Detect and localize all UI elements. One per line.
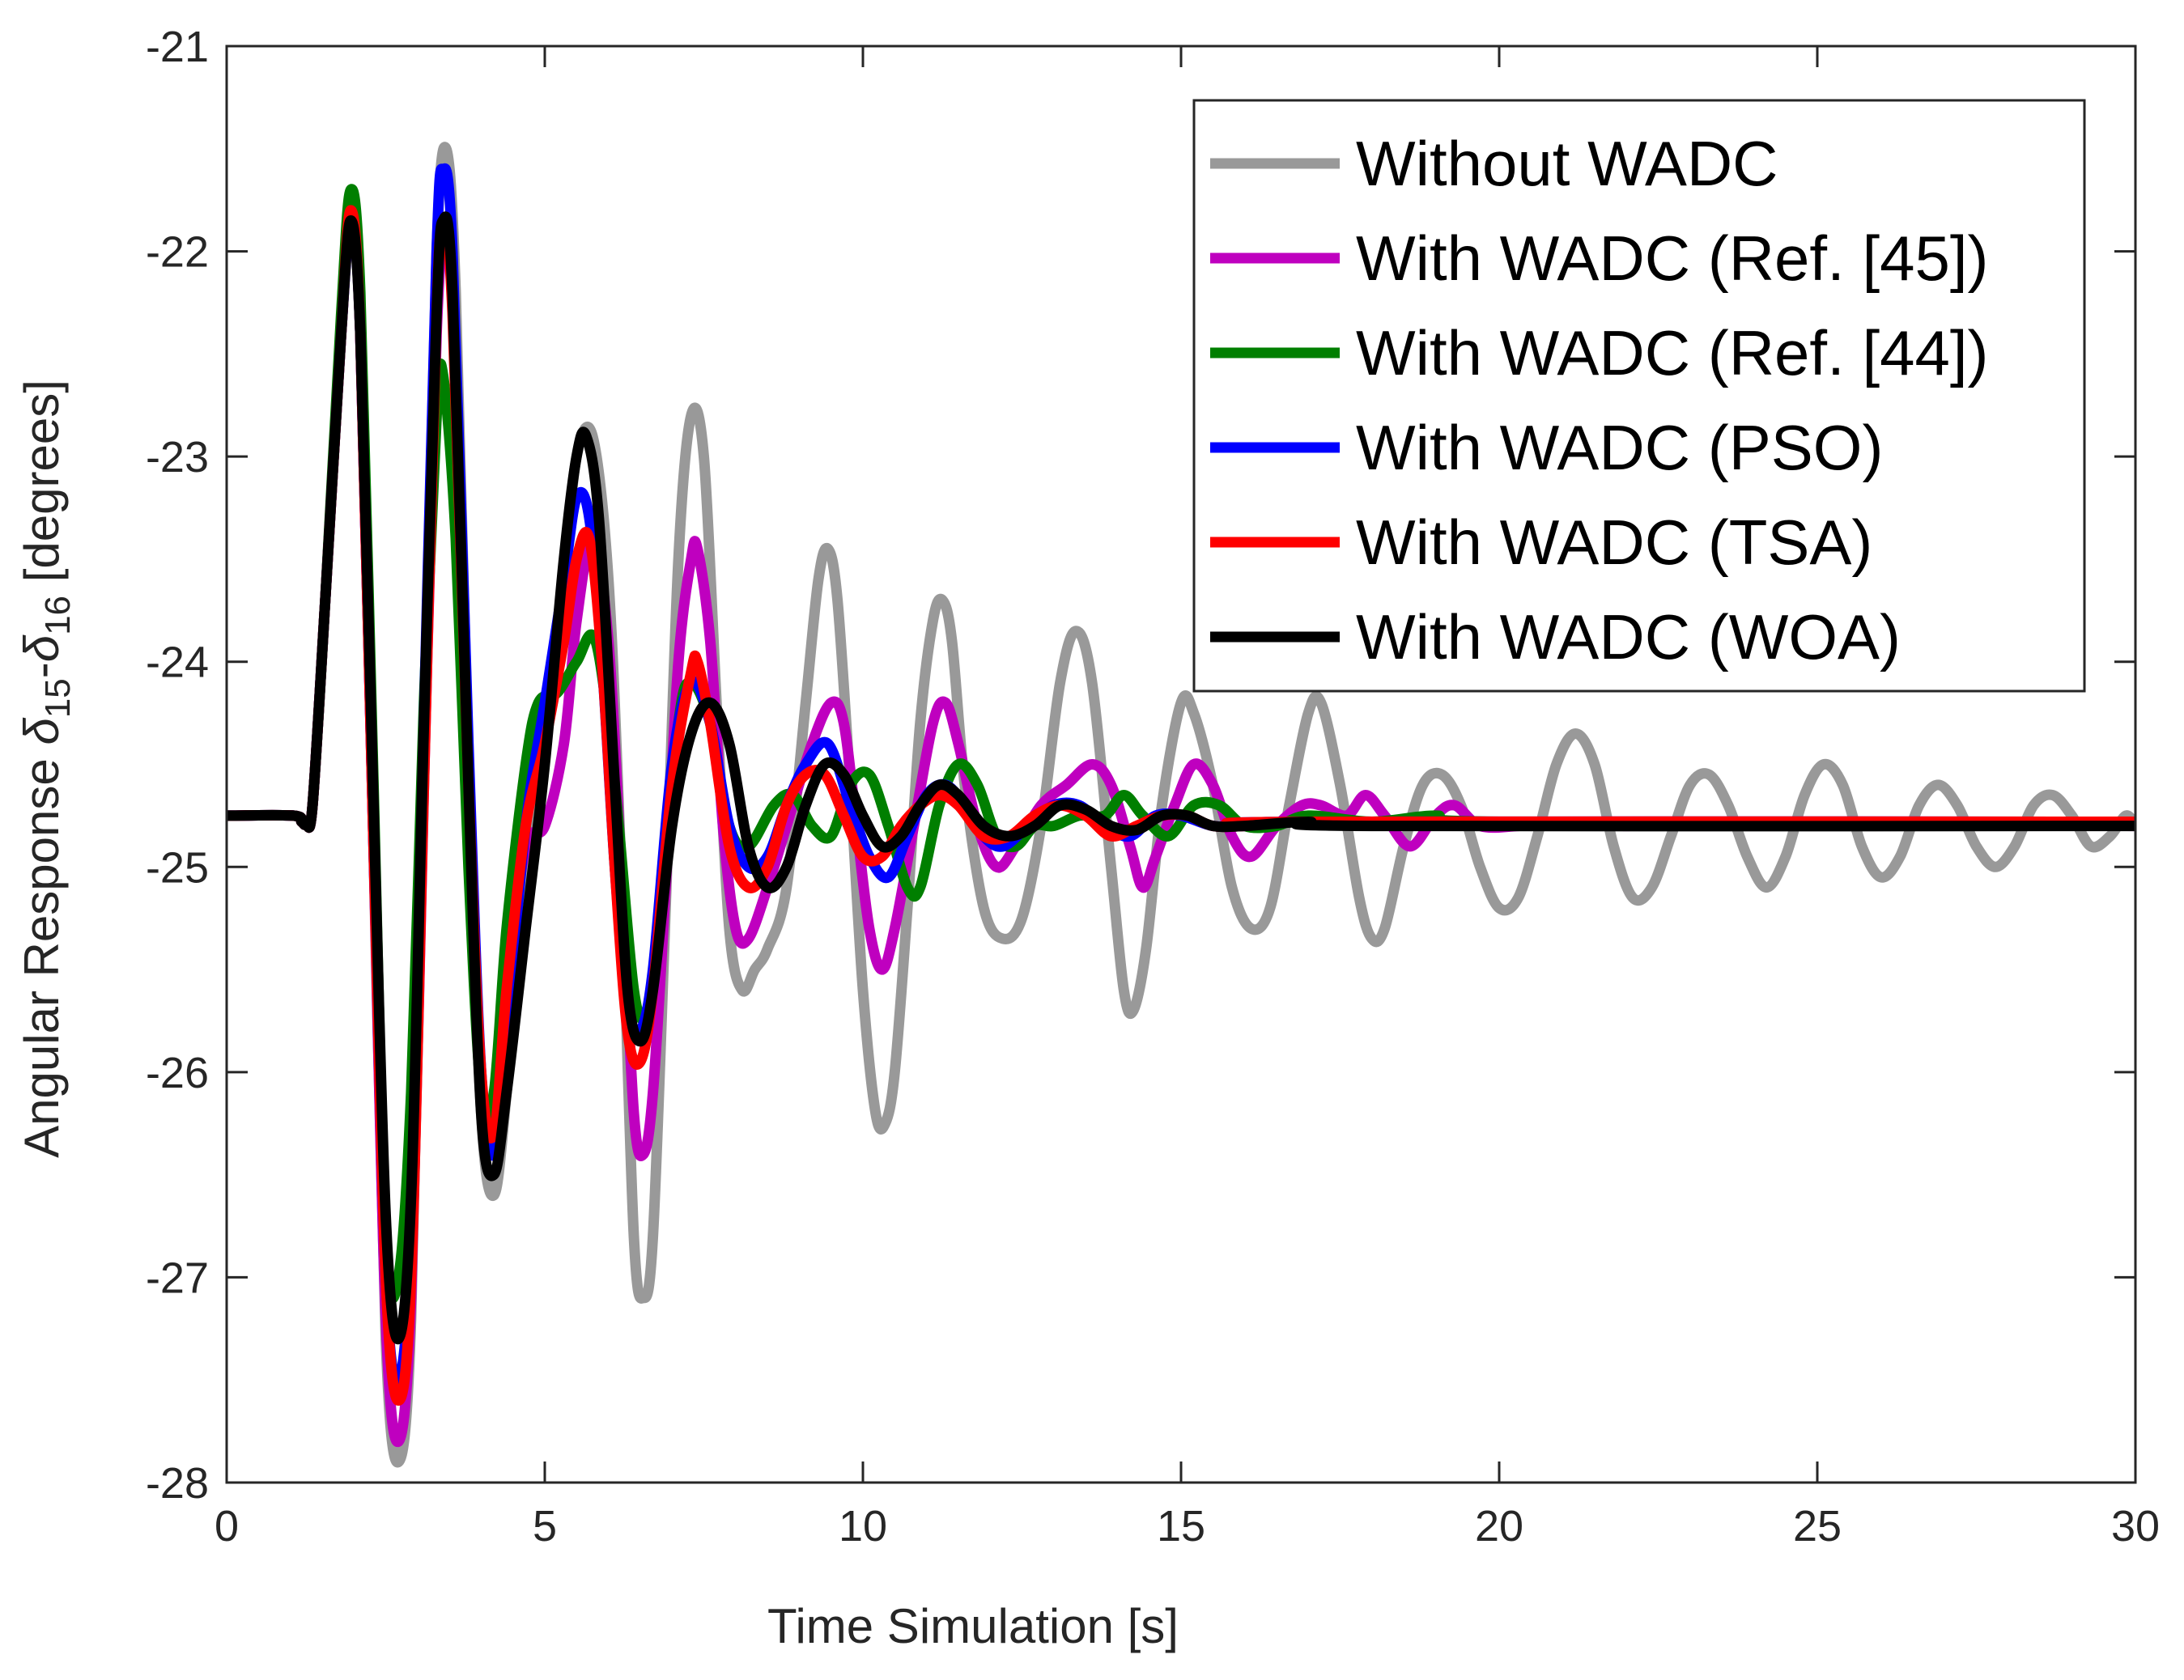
axes-layer	[225, 45, 2137, 1484]
y-label-delta-2: δ	[15, 634, 69, 662]
x-axis-label: Time Simulation [s]	[767, 1599, 1179, 1653]
x-tick-label: 25	[1793, 1502, 1842, 1551]
legend-label-1: Without WADC	[1356, 128, 1778, 199]
series-layer	[227, 142, 2135, 1468]
y-tick-label: -26	[146, 1049, 209, 1097]
x-tick-label: 0	[215, 1502, 239, 1551]
y-label-prefix: Angular Response	[15, 745, 69, 1158]
x-tick-label: 20	[1475, 1502, 1523, 1551]
x-tick-label: 15	[1157, 1502, 1205, 1551]
series-line-1	[227, 142, 2135, 1468]
y-label-dash: -	[15, 662, 69, 678]
legend-label-3: With WADC (Ref. [44])	[1356, 317, 1989, 388]
y-label-delta-1: δ	[15, 718, 69, 745]
y-tick-label: -24	[146, 638, 209, 687]
x-tick-label: 30	[2111, 1502, 2160, 1551]
y-tick-label: -27	[146, 1254, 209, 1302]
y-label-sub-1: 15	[38, 678, 78, 718]
x-tick-label: 10	[839, 1502, 887, 1551]
x-tick-label: 5	[533, 1502, 557, 1551]
y-tick-label: -22	[146, 228, 209, 277]
y-label-suffix: [degrees]	[15, 380, 69, 596]
tick-label-layer: 0 5 10 15 20 25 30 -28 -27 -26 -25 -24 -23 -22 -21	[146, 23, 2160, 1551]
legend-label-6: With WADC (WOA)	[1356, 601, 1901, 672]
y-label-sub-2: 16	[38, 596, 78, 635]
legend-label-5: With WADC (TSA)	[1356, 507, 1872, 578]
y-tick-label: -23	[146, 433, 209, 482]
legend-label-4: With WADC (PSO)	[1356, 412, 1883, 483]
y-tick-label: -21	[146, 23, 209, 71]
y-tick-label: -25	[146, 843, 209, 892]
y-tick-label: -28	[146, 1459, 209, 1508]
legend-box	[1192, 99, 2086, 693]
series-line-6	[227, 211, 2135, 1345]
legend-label-2: With WADC (Ref. [45])	[1356, 223, 1989, 294]
y-axis-label: Angular Response δ15-δ16 [degrees]	[15, 380, 78, 1158]
legend: Without WADC With WADC (Ref. [45]) With WA…	[1192, 99, 2086, 693]
series-line-2	[227, 215, 2135, 1448]
